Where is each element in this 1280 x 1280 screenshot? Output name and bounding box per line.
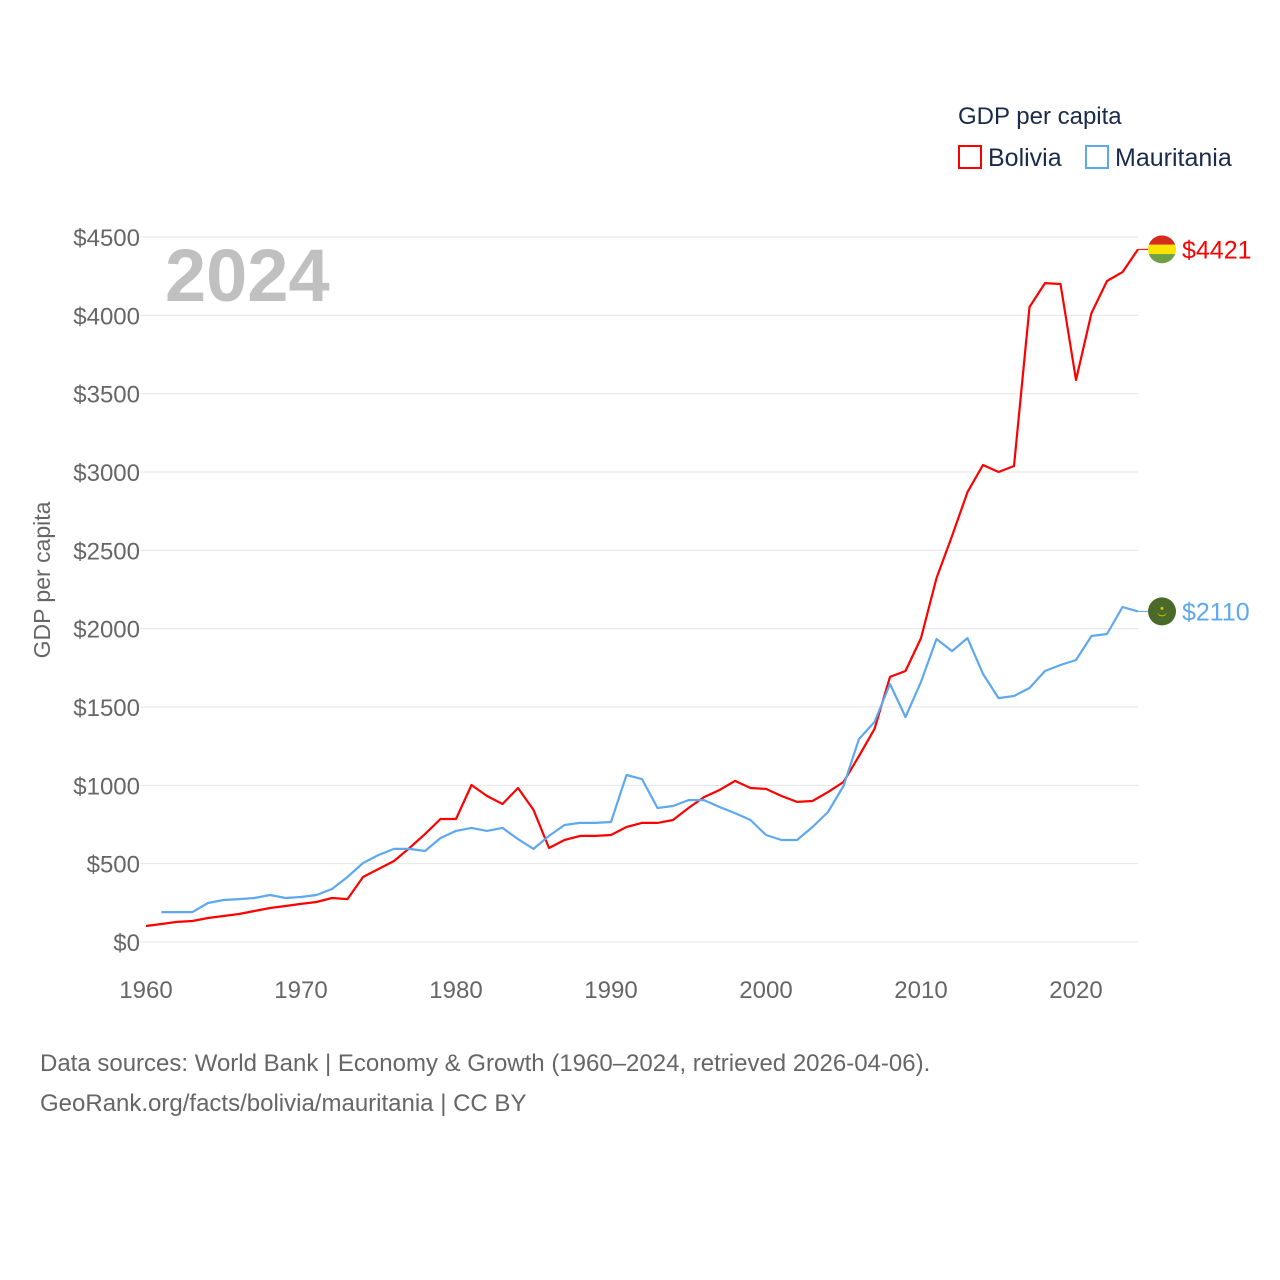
legend: GDP per capita Bolivia Mauritania [958,103,1232,172]
end-value-label-mauritania: $2110 [1182,598,1250,626]
x-tick-label: 1990 [584,977,637,1004]
y-tick-label: $3500 [73,382,140,409]
y-axis-label: GDP per capita [29,501,55,658]
footer-sources: Data sources: World Bank | Economy & Gro… [40,1050,931,1077]
x-tick-label: 2010 [894,977,947,1004]
x-tick-label: 2020 [1049,977,1102,1004]
y-tick-label: $3000 [73,460,140,487]
legend-label-bolivia[interactable]: Bolivia [988,144,1062,172]
y-axis-ticks: $0 $500 $1000 $1500 $2000 $2500 $3000 $3500 $400… [73,225,140,957]
series-lines [145,248,1139,928]
legend-swatch-bolivia [958,145,982,169]
y-tick-label: $500 [87,852,140,879]
footer: Data sources: World Bank | Economy & Gro… [40,1044,930,1124]
x-axis-ticks: 1960 1970 1980 1990 2000 2010 2020 [119,977,1102,1004]
y-tick-label: $4000 [73,303,140,330]
legend-title: GDP per capita [958,103,1122,130]
year-label: 2024 [165,234,330,317]
y-tick-label: $4500 [73,225,140,252]
y-tick-label: $1000 [73,773,140,800]
footer-attribution: GeoRank.org/facts/bolivia/mauritania | C… [40,1090,527,1117]
x-tick-label: 1970 [274,977,327,1004]
gridlines [140,236,1138,943]
end-labels: $4421 $2110 [1138,235,1252,626]
y-tick-label: $2500 [73,538,140,565]
legend-label-mauritania[interactable]: Mauritania [1115,144,1232,172]
y-tick-label: $1500 [73,695,140,722]
end-value-label-bolivia: $4421 [1182,236,1252,264]
mauritania-flag-icon [1148,597,1176,626]
series-line-mauritania [161,605,1139,914]
y-tick-label: $2000 [73,617,140,644]
series-line-bolivia [145,248,1139,928]
y-tick-label: $0 [113,930,140,957]
x-tick-label: 1980 [429,977,482,1004]
x-tick-label: 1960 [119,977,172,1004]
bolivia-flag-icon [1148,235,1176,264]
legend-swatch-mauritania [1085,145,1109,169]
x-tick-label: 2000 [739,977,792,1004]
